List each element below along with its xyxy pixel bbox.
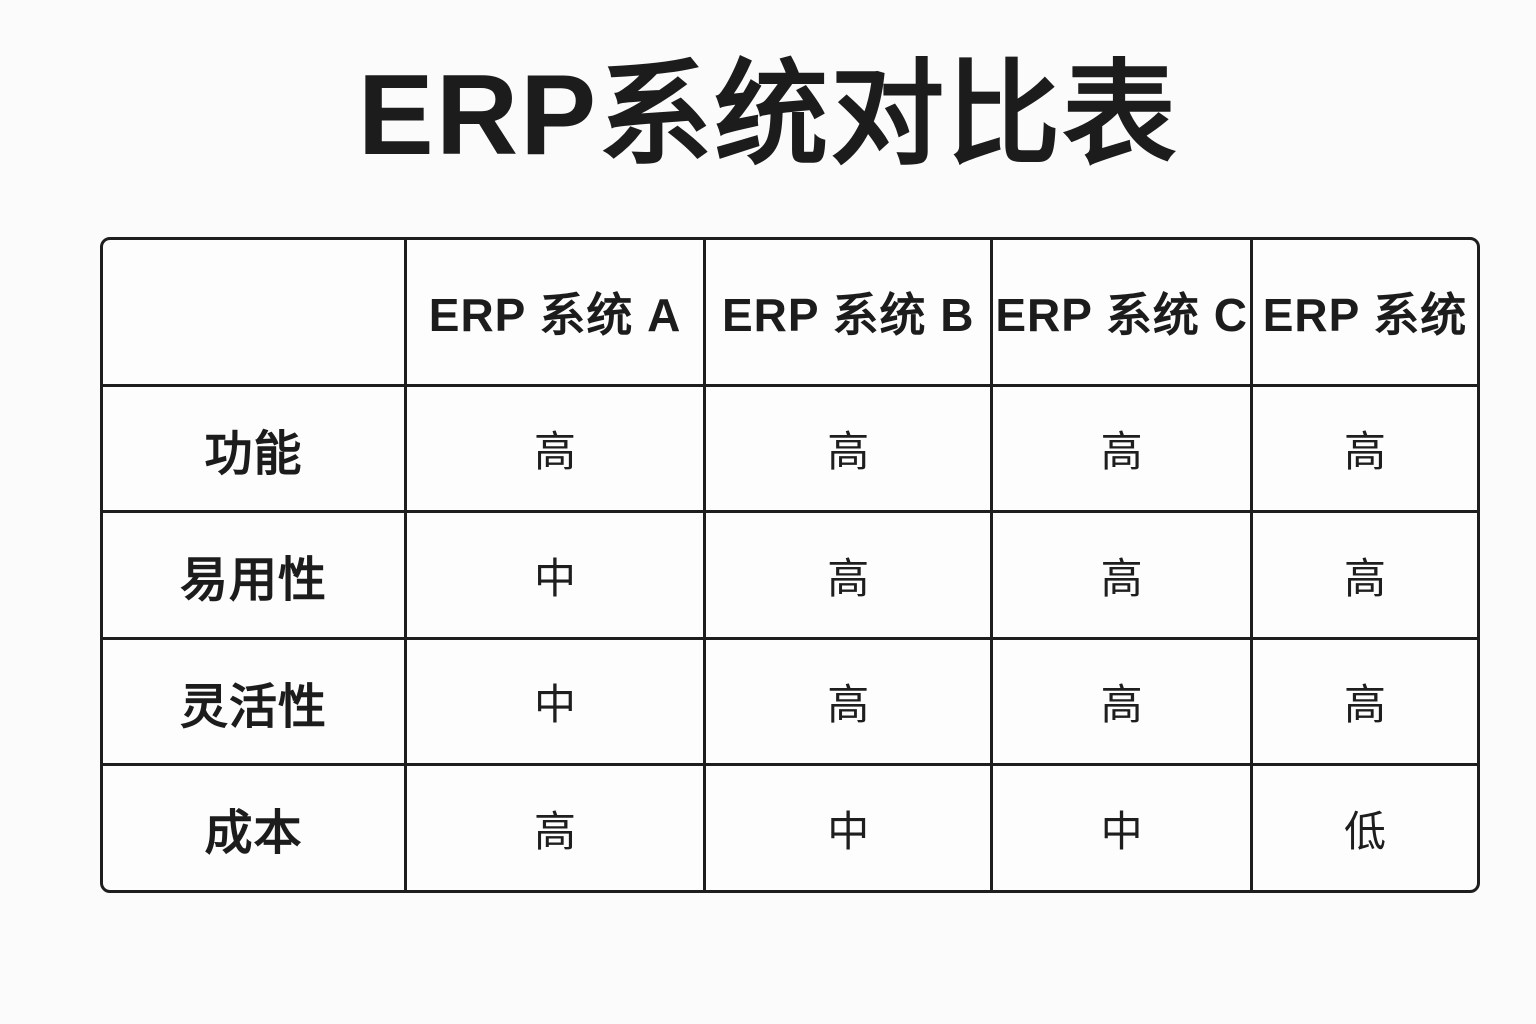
- corner-cell: [103, 240, 405, 384]
- cell-flexibility-b: 高: [706, 639, 991, 764]
- cell-ease-of-use-d: 高: [1252, 513, 1477, 637]
- cell-ease-of-use-b: 高: [706, 513, 991, 637]
- cell-functionality-d: 高: [1252, 386, 1477, 511]
- cell-ease-of-use-a: 中: [407, 513, 704, 637]
- cell-flexibility-a: 中: [407, 639, 704, 764]
- row-label-ease-of-use: 易用性: [103, 513, 405, 637]
- cell-functionality-c: 高: [993, 386, 1250, 511]
- column-header-system-d: ERP 系统: [1252, 240, 1477, 384]
- cell-cost-d: 低: [1252, 766, 1477, 890]
- cell-flexibility-c: 高: [993, 639, 1250, 764]
- row-label-functionality: 功能: [103, 386, 405, 511]
- comparison-table: ERP 系统 A ERP 系统 B ERP 系统 C ERP 系统 功能 高 高…: [100, 237, 1480, 893]
- page-title: ERP系统对比表: [357, 52, 1179, 179]
- cell-cost-b: 中: [706, 766, 991, 890]
- cell-ease-of-use-c: 高: [993, 513, 1250, 637]
- cell-flexibility-d: 高: [1252, 639, 1477, 764]
- row-label-flexibility: 灵活性: [103, 639, 405, 764]
- cell-functionality-b: 高: [706, 386, 991, 511]
- cell-cost-a: 高: [407, 766, 704, 890]
- column-header-system-b: ERP 系统 B: [706, 240, 991, 384]
- row-label-cost: 成本: [103, 766, 405, 890]
- column-header-system-c: ERP 系统 C: [993, 240, 1250, 384]
- cell-cost-c: 中: [993, 766, 1250, 890]
- column-header-system-a: ERP 系统 A: [407, 240, 704, 384]
- cell-functionality-a: 高: [407, 386, 704, 511]
